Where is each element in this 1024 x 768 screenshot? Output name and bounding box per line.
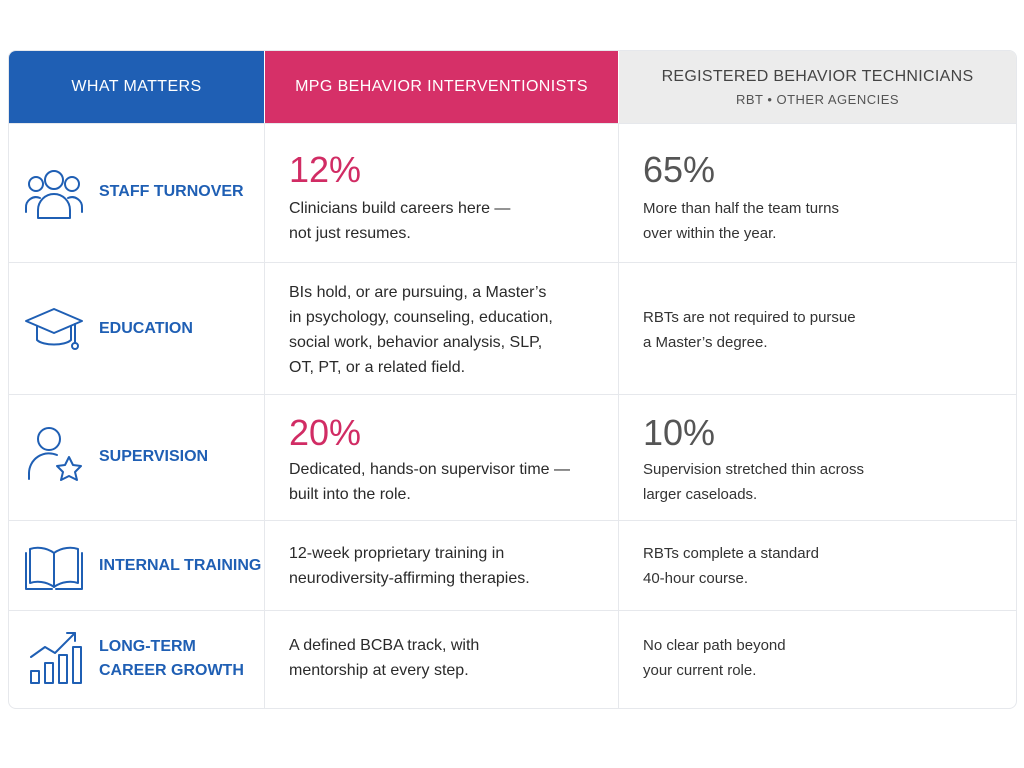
text-line: A defined BCBA track, with <box>289 637 480 654</box>
mpg-cell: A defined BCBA track, with mentorship at… <box>265 611 619 708</box>
row-supervision: SUPERVISION 20% Dedicated, hands-on supe… <box>9 394 1016 521</box>
text-line: neurodiversity-affirming therapies. <box>289 570 530 587</box>
row-label-cell: INTERNAL TRAINING <box>9 521 265 611</box>
rbt-text: RBTs are not required to pursue a Master… <box>643 305 856 355</box>
rbt-text: No clear path beyond your current role. <box>643 633 786 683</box>
header-rbt: REGISTERED BEHAVIOR TECHNICIANS RBT • OT… <box>619 51 1016 123</box>
text-line: Dedicated, hands-on supervisor time — <box>289 461 571 478</box>
text-line: a Master’s degree. <box>643 334 768 351</box>
header-rbt-subtitle: RBT • OTHER AGENCIES <box>735 91 900 107</box>
header-what-matters-label: WHAT MATTERS <box>71 78 202 95</box>
mpg-cell: 12% Clinicians build careers here — not … <box>265 124 619 263</box>
mpg-stat: 20% <box>289 412 362 453</box>
mpg-cell: 12-week proprietary training in neurodiv… <box>265 521 619 611</box>
rbt-text: RBTs complete a standard 40-hour course. <box>643 541 819 591</box>
header-what-matters: WHAT MATTERS <box>9 51 264 123</box>
text-line: No clear path beyond <box>643 637 786 654</box>
people-group-icon <box>24 170 84 219</box>
mpg-cell: BIs hold, or are pursuing, a Master’s in… <box>265 263 619 395</box>
row-label: SUPERVISION <box>99 448 209 465</box>
header-mpg-label: MPG BEHAVIOR INTERVENTIONISTS <box>295 78 588 95</box>
mpg-text: 12-week proprietary training in neurodiv… <box>289 541 530 591</box>
row-label: LONG-TERM CAREER GROWTH <box>99 635 244 683</box>
rbt-stat: 65% <box>643 149 716 190</box>
rbt-stat: 10% <box>643 412 716 453</box>
row-career-growth: LONG-TERM CAREER GROWTH A defined BCBA t… <box>9 610 1016 708</box>
label-line: CAREER GROWTH <box>99 662 244 679</box>
text-line: larger caseloads. <box>643 486 758 503</box>
row-internal-training: INTERNAL TRAINING 12-week proprietary tr… <box>9 520 1016 611</box>
rbt-cell: RBTs complete a standard 40-hour course. <box>619 521 1016 611</box>
row-label-cell: LONG-TERM CAREER GROWTH <box>9 611 265 708</box>
text-line: in psychology, counseling, education, <box>289 309 553 326</box>
text-line: built into the role. <box>289 486 411 503</box>
text-line: your current role. <box>643 662 757 679</box>
text-line: over within the year. <box>643 225 777 242</box>
text-line: 40-hour course. <box>643 570 749 587</box>
mpg-text: Dedicated, hands-on supervisor time — bu… <box>289 457 570 507</box>
text-line: Clinicians build careers here — <box>289 200 511 217</box>
header-rbt-title: REGISTERED BEHAVIOR TECHNICIANS <box>661 67 974 85</box>
mpg-text: A defined BCBA track, with mentorship at… <box>289 633 479 683</box>
row-label-cell: EDUCATION <box>9 263 265 395</box>
text-line: 12-week proprietary training in <box>289 545 505 562</box>
text-line: RBTs are not required to pursue <box>643 309 856 326</box>
text-line: Supervision stretched thin across <box>643 461 864 478</box>
rbt-text: More than half the team turns over withi… <box>643 196 839 246</box>
text-line: RBTs complete a standard <box>643 545 819 562</box>
rbt-text: Supervision stretched thin across larger… <box>643 457 864 507</box>
row-label-cell: STAFF TURNOVER <box>9 124 265 263</box>
text-line: social work, behavior analysis, SLP, <box>289 334 543 351</box>
open-book-icon <box>25 546 83 590</box>
growth-chart-icon <box>30 632 82 684</box>
rbt-cell: No clear path beyond your current role. <box>619 611 1016 708</box>
mpg-text: BIs hold, or are pursuing, a Master’s in… <box>289 280 553 380</box>
rbt-cell: 10% Supervision stretched thin across la… <box>619 395 1016 521</box>
row-label: STAFF TURNOVER <box>99 183 244 200</box>
mpg-text: Clinicians build careers here — not just… <box>289 196 510 246</box>
graduation-cap-icon <box>25 308 83 350</box>
row-label: INTERNAL TRAINING <box>99 557 262 574</box>
rbt-cell: 65% More than half the team turns over w… <box>619 124 1016 263</box>
text-line: BIs hold, or are pursuing, a Master’s <box>289 284 547 301</box>
text-line: not just resumes. <box>289 225 411 242</box>
comparison-table: WHAT MATTERS MPG BEHAVIOR INTERVENTIONIS… <box>8 50 1017 709</box>
row-label: EDUCATION <box>99 320 193 337</box>
label-line: LONG-TERM <box>99 638 196 655</box>
row-staff-turnover: STAFF TURNOVER 12% Clinicians build care… <box>9 123 1016 263</box>
mpg-cell: 20% Dedicated, hands-on supervisor time … <box>265 395 619 521</box>
text-line: OT, PT, or a related field. <box>289 359 466 376</box>
mpg-stat: 12% <box>289 149 362 190</box>
text-line: mentorship at every step. <box>289 662 469 679</box>
row-label-cell: SUPERVISION <box>9 395 265 521</box>
person-star-icon <box>28 427 82 481</box>
row-education: EDUCATION BIs hold, or are pursuing, a M… <box>9 262 1016 395</box>
header-mpg: MPG BEHAVIOR INTERVENTIONISTS <box>265 51 618 123</box>
text-line: More than half the team turns <box>643 200 839 217</box>
rbt-cell: RBTs are not required to pursue a Master… <box>619 263 1016 395</box>
